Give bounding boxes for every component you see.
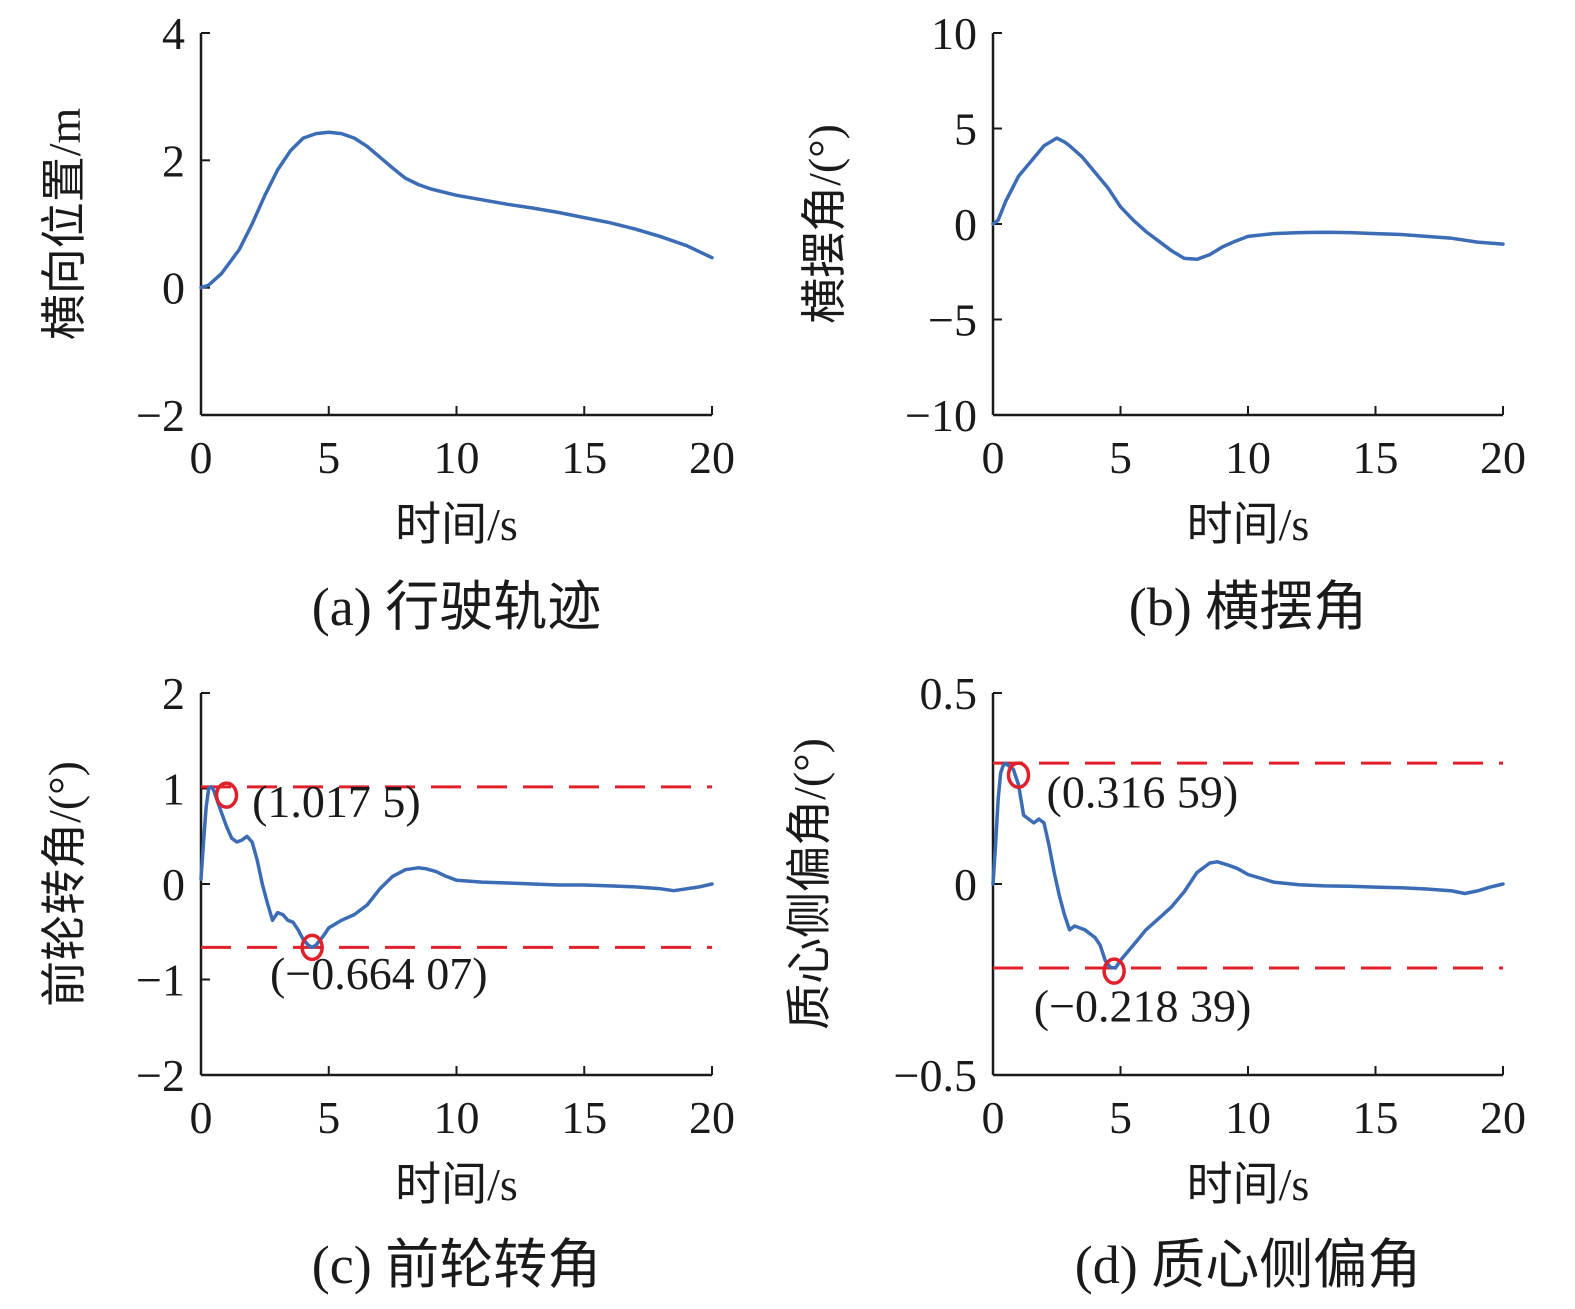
x-axis-label: 时间/s [395, 1159, 518, 1210]
y-tick-label: 5 [954, 104, 977, 155]
y-axis-label: 横摆角/(°) [799, 124, 850, 324]
extreme-marker [300, 933, 324, 962]
y-tick-label: −10 [905, 390, 977, 441]
y-tick-label: 0 [954, 859, 977, 910]
x-tick-label: 20 [689, 1092, 735, 1143]
y-tick-label: −5 [928, 295, 977, 346]
y-axis-label: 横向位置/m [39, 108, 90, 341]
x-tick-label: 20 [1480, 1092, 1526, 1143]
extreme-marker [214, 781, 239, 809]
series-line [991, 136, 1505, 262]
x-tick-label: 15 [1353, 432, 1399, 483]
x-tick-label: 5 [1109, 432, 1132, 483]
subfigure-caption: (a) 行驶轨迹 [312, 577, 601, 637]
x-tick-label: 20 [1480, 432, 1526, 483]
subfigure-caption: (b) 横摆角 [1129, 577, 1367, 637]
y-tick-label: 0 [162, 263, 185, 314]
x-tick-label: 10 [434, 1092, 480, 1143]
extreme-value-label: (1.017 5) [252, 776, 421, 827]
x-axis-label: 时间/s [395, 499, 518, 550]
y-tick-label: 1 [162, 764, 185, 815]
y-tick-label: 2 [162, 135, 185, 186]
x-tick-label: 5 [317, 432, 340, 483]
x-tick-label: 15 [1353, 1092, 1399, 1143]
chart-panel-c: 0 5 10 15 20 −2 −1 0 1 2 时间/s 前轮转角/(°) (1.017 5) (−0.… [39, 668, 735, 1295]
x-tick-label: 10 [434, 432, 480, 483]
series-line [199, 130, 714, 290]
extreme-value-label: (−0.218 39) [1034, 981, 1252, 1032]
y-tick-label: 0 [162, 859, 185, 910]
subfigure-caption: (d) 质心侧偏角 [1075, 1235, 1421, 1295]
y-tick-label: −2 [136, 390, 185, 441]
x-tick-label: 20 [689, 432, 735, 483]
y-tick-label: 2 [162, 668, 185, 719]
x-tick-label: 10 [1225, 1092, 1271, 1143]
x-tick-label: 0 [982, 1092, 1005, 1143]
y-tick-label: 10 [931, 8, 977, 59]
extreme-value-label: (0.316 59) [1047, 767, 1239, 818]
y-tick-label: 0 [954, 199, 977, 250]
series-line [199, 785, 714, 950]
x-tick-label: 0 [190, 1092, 213, 1143]
y-axis-label: 质心侧偏角/(°) [784, 738, 835, 1030]
extreme-value-label: (−0.664 07) [270, 948, 488, 999]
x-tick-label: 15 [561, 432, 607, 483]
y-tick-label: 4 [162, 8, 185, 59]
y-axis-label: 前轮转角/(°) [39, 761, 90, 1007]
x-tick-label: 0 [982, 432, 1005, 483]
y-tick-label: −0.5 [894, 1050, 977, 1101]
x-tick-label: 5 [1109, 1092, 1132, 1143]
y-tick-label: 0.5 [920, 668, 978, 719]
y-tick-label: −2 [136, 1050, 185, 1101]
extreme-marker [1006, 761, 1031, 789]
x-axis-label: 时间/s [1187, 1159, 1310, 1210]
chart-panel-b: 0 5 10 15 20 −10 −5 0 5 10 时间/s 横摆角/(°) (b) 横摆角 [799, 8, 1526, 637]
x-axis-label: 时间/s [1187, 499, 1310, 550]
x-tick-label: 0 [190, 432, 213, 483]
x-tick-label: 10 [1225, 432, 1271, 483]
extreme-marker [1102, 957, 1126, 985]
subfigure-caption: (c) 前轮转角 [312, 1235, 601, 1295]
y-tick-label: −1 [136, 955, 185, 1006]
x-tick-label: 5 [317, 1092, 340, 1143]
x-tick-label: 15 [561, 1092, 607, 1143]
